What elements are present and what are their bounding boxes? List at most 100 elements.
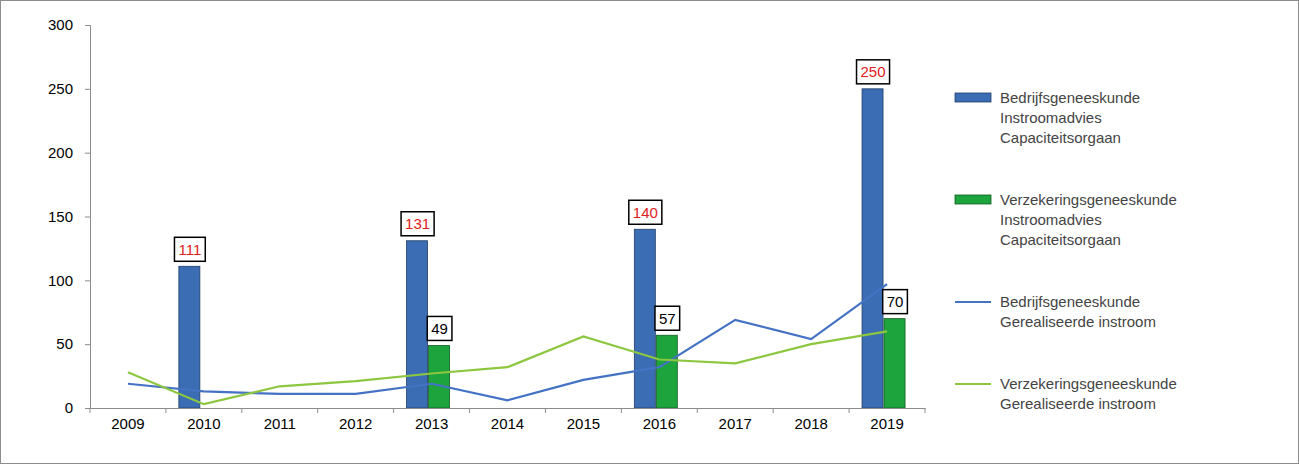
legend: BedrijfsgeneeskundeInstroomadviesCapacit… bbox=[955, 89, 1177, 412]
legend-swatch bbox=[955, 195, 991, 204]
y-tick-label: 0 bbox=[65, 399, 73, 416]
label-box bbox=[883, 290, 908, 314]
x-tick-label: 2012 bbox=[339, 415, 372, 432]
data-label-text: 57 bbox=[659, 310, 676, 327]
y-tick-mark bbox=[85, 408, 90, 409]
bar bbox=[407, 241, 428, 408]
y-tick: 0 bbox=[65, 399, 90, 416]
data-label-text: 140 bbox=[633, 204, 658, 221]
legend-swatch bbox=[955, 301, 991, 303]
y-tick-mark bbox=[85, 280, 90, 281]
data-label-text: 111 bbox=[178, 241, 201, 258]
x-tick-label: 2011 bbox=[264, 415, 296, 432]
bar bbox=[179, 266, 200, 408]
x-separator bbox=[925, 408, 926, 413]
x-tick: 2018 bbox=[794, 408, 827, 432]
data-label: 70 bbox=[883, 290, 908, 314]
data-label-text: 250 bbox=[861, 63, 886, 80]
x-separator bbox=[393, 408, 394, 413]
y-tick: 150 bbox=[48, 208, 90, 225]
y-tick-mark bbox=[85, 344, 90, 345]
y-tick-label: 250 bbox=[48, 80, 73, 97]
x-tick-label: 2015 bbox=[567, 415, 600, 432]
x-tick: 2011 bbox=[264, 408, 296, 432]
x-tick-label: 2016 bbox=[643, 415, 676, 432]
chart: 0501001502002503002009201020112012201320… bbox=[0, 0, 1299, 464]
label-box bbox=[655, 306, 680, 330]
bar bbox=[862, 89, 883, 408]
legend-swatch bbox=[955, 93, 991, 102]
x-axis-line bbox=[91, 408, 926, 409]
x-tick: 2010 bbox=[187, 408, 220, 432]
label-box bbox=[174, 237, 205, 261]
y-tick-label: 50 bbox=[56, 335, 73, 352]
y-tick-mark bbox=[85, 153, 90, 154]
data-label-text: 49 bbox=[431, 320, 448, 337]
label-box bbox=[629, 200, 662, 224]
x-tick: 2013 bbox=[415, 408, 448, 432]
x-tick-label: 2013 bbox=[415, 415, 448, 432]
x-separator bbox=[697, 408, 698, 413]
data-label: 131 bbox=[401, 212, 434, 236]
y-tick-label: 300 bbox=[48, 16, 73, 33]
x-separator bbox=[165, 408, 166, 413]
x-tick: 2015 bbox=[567, 408, 600, 432]
x-tick: 2016 bbox=[643, 408, 676, 432]
x-tick-label: 2010 bbox=[187, 415, 220, 432]
data-label: 140 bbox=[629, 200, 662, 224]
data-labels: 111 131 140 250 49 57 70 bbox=[174, 60, 907, 341]
x-separator bbox=[621, 408, 622, 413]
x-separator bbox=[849, 408, 850, 413]
legend-label: BedrijfsgeneeskundeGerealiseerde instroo… bbox=[1000, 293, 1156, 330]
x-tick-label: 2019 bbox=[870, 415, 903, 432]
line bbox=[128, 284, 887, 400]
x-tick: 2014 bbox=[491, 408, 524, 432]
data-label: 57 bbox=[655, 306, 680, 330]
y-tick: 300 bbox=[48, 16, 90, 33]
x-separators bbox=[90, 408, 925, 413]
x-tick: 2019 bbox=[870, 408, 903, 432]
x-tick: 2009 bbox=[111, 408, 144, 432]
y-axis-line bbox=[85, 26, 91, 409]
legend-label: VerzekeringsgeneeskundeInstroomadviesCap… bbox=[1000, 191, 1177, 248]
frame bbox=[1, 1, 1299, 464]
bar bbox=[656, 335, 677, 408]
line bbox=[128, 331, 887, 404]
y-tick-label: 100 bbox=[48, 272, 73, 289]
y-tick-mark bbox=[85, 89, 90, 90]
x-tick-label: 2018 bbox=[794, 415, 827, 432]
data-label-text: 70 bbox=[887, 293, 904, 310]
x-axis: 2009 2010 2011 2012 2013 2014 2015 2016 2017 2018… bbox=[91, 408, 926, 432]
x-separator bbox=[773, 408, 774, 413]
x-separator bbox=[241, 408, 242, 413]
legend-entry: BedrijfsgeneeskundeInstroomadviesCapacit… bbox=[955, 89, 1140, 146]
y-tick-mark bbox=[85, 25, 90, 26]
legend-label: BedrijfsgeneeskundeInstroomadviesCapacit… bbox=[1000, 89, 1140, 146]
y-tick-label: 200 bbox=[48, 144, 73, 161]
x-tick: 2012 bbox=[339, 408, 372, 432]
x-tick-label: 2009 bbox=[111, 415, 144, 432]
x-separator bbox=[469, 408, 470, 413]
x-tick: 2017 bbox=[719, 408, 752, 432]
x-tick-label: 2014 bbox=[491, 415, 524, 432]
bar bbox=[634, 229, 655, 408]
legend-label: VerzekeringsgeneeskundeGerealiseerde ins… bbox=[1000, 375, 1177, 412]
y-tick: 200 bbox=[48, 144, 90, 161]
y-tick: 250 bbox=[48, 80, 90, 97]
y-tick-label: 150 bbox=[48, 208, 73, 225]
label-box bbox=[427, 316, 452, 340]
data-label-text: 131 bbox=[405, 215, 430, 232]
bar-series bbox=[179, 89, 883, 408]
legend-entry: VerzekeringsgeneeskundeInstroomadviesCap… bbox=[955, 191, 1177, 248]
y-tick-mark bbox=[85, 217, 90, 218]
x-separator bbox=[90, 408, 91, 413]
legend-entry: VerzekeringsgeneeskundeGerealiseerde ins… bbox=[955, 375, 1177, 412]
marks bbox=[128, 89, 905, 408]
data-label: 49 bbox=[427, 316, 452, 340]
legend-swatch bbox=[955, 383, 991, 385]
label-box bbox=[857, 60, 890, 84]
x-separator bbox=[317, 408, 318, 413]
x-tick-label: 2017 bbox=[719, 415, 752, 432]
y-axis: 0 50 100 150 200 250 300 bbox=[48, 16, 91, 416]
y-tick: 100 bbox=[48, 272, 90, 289]
